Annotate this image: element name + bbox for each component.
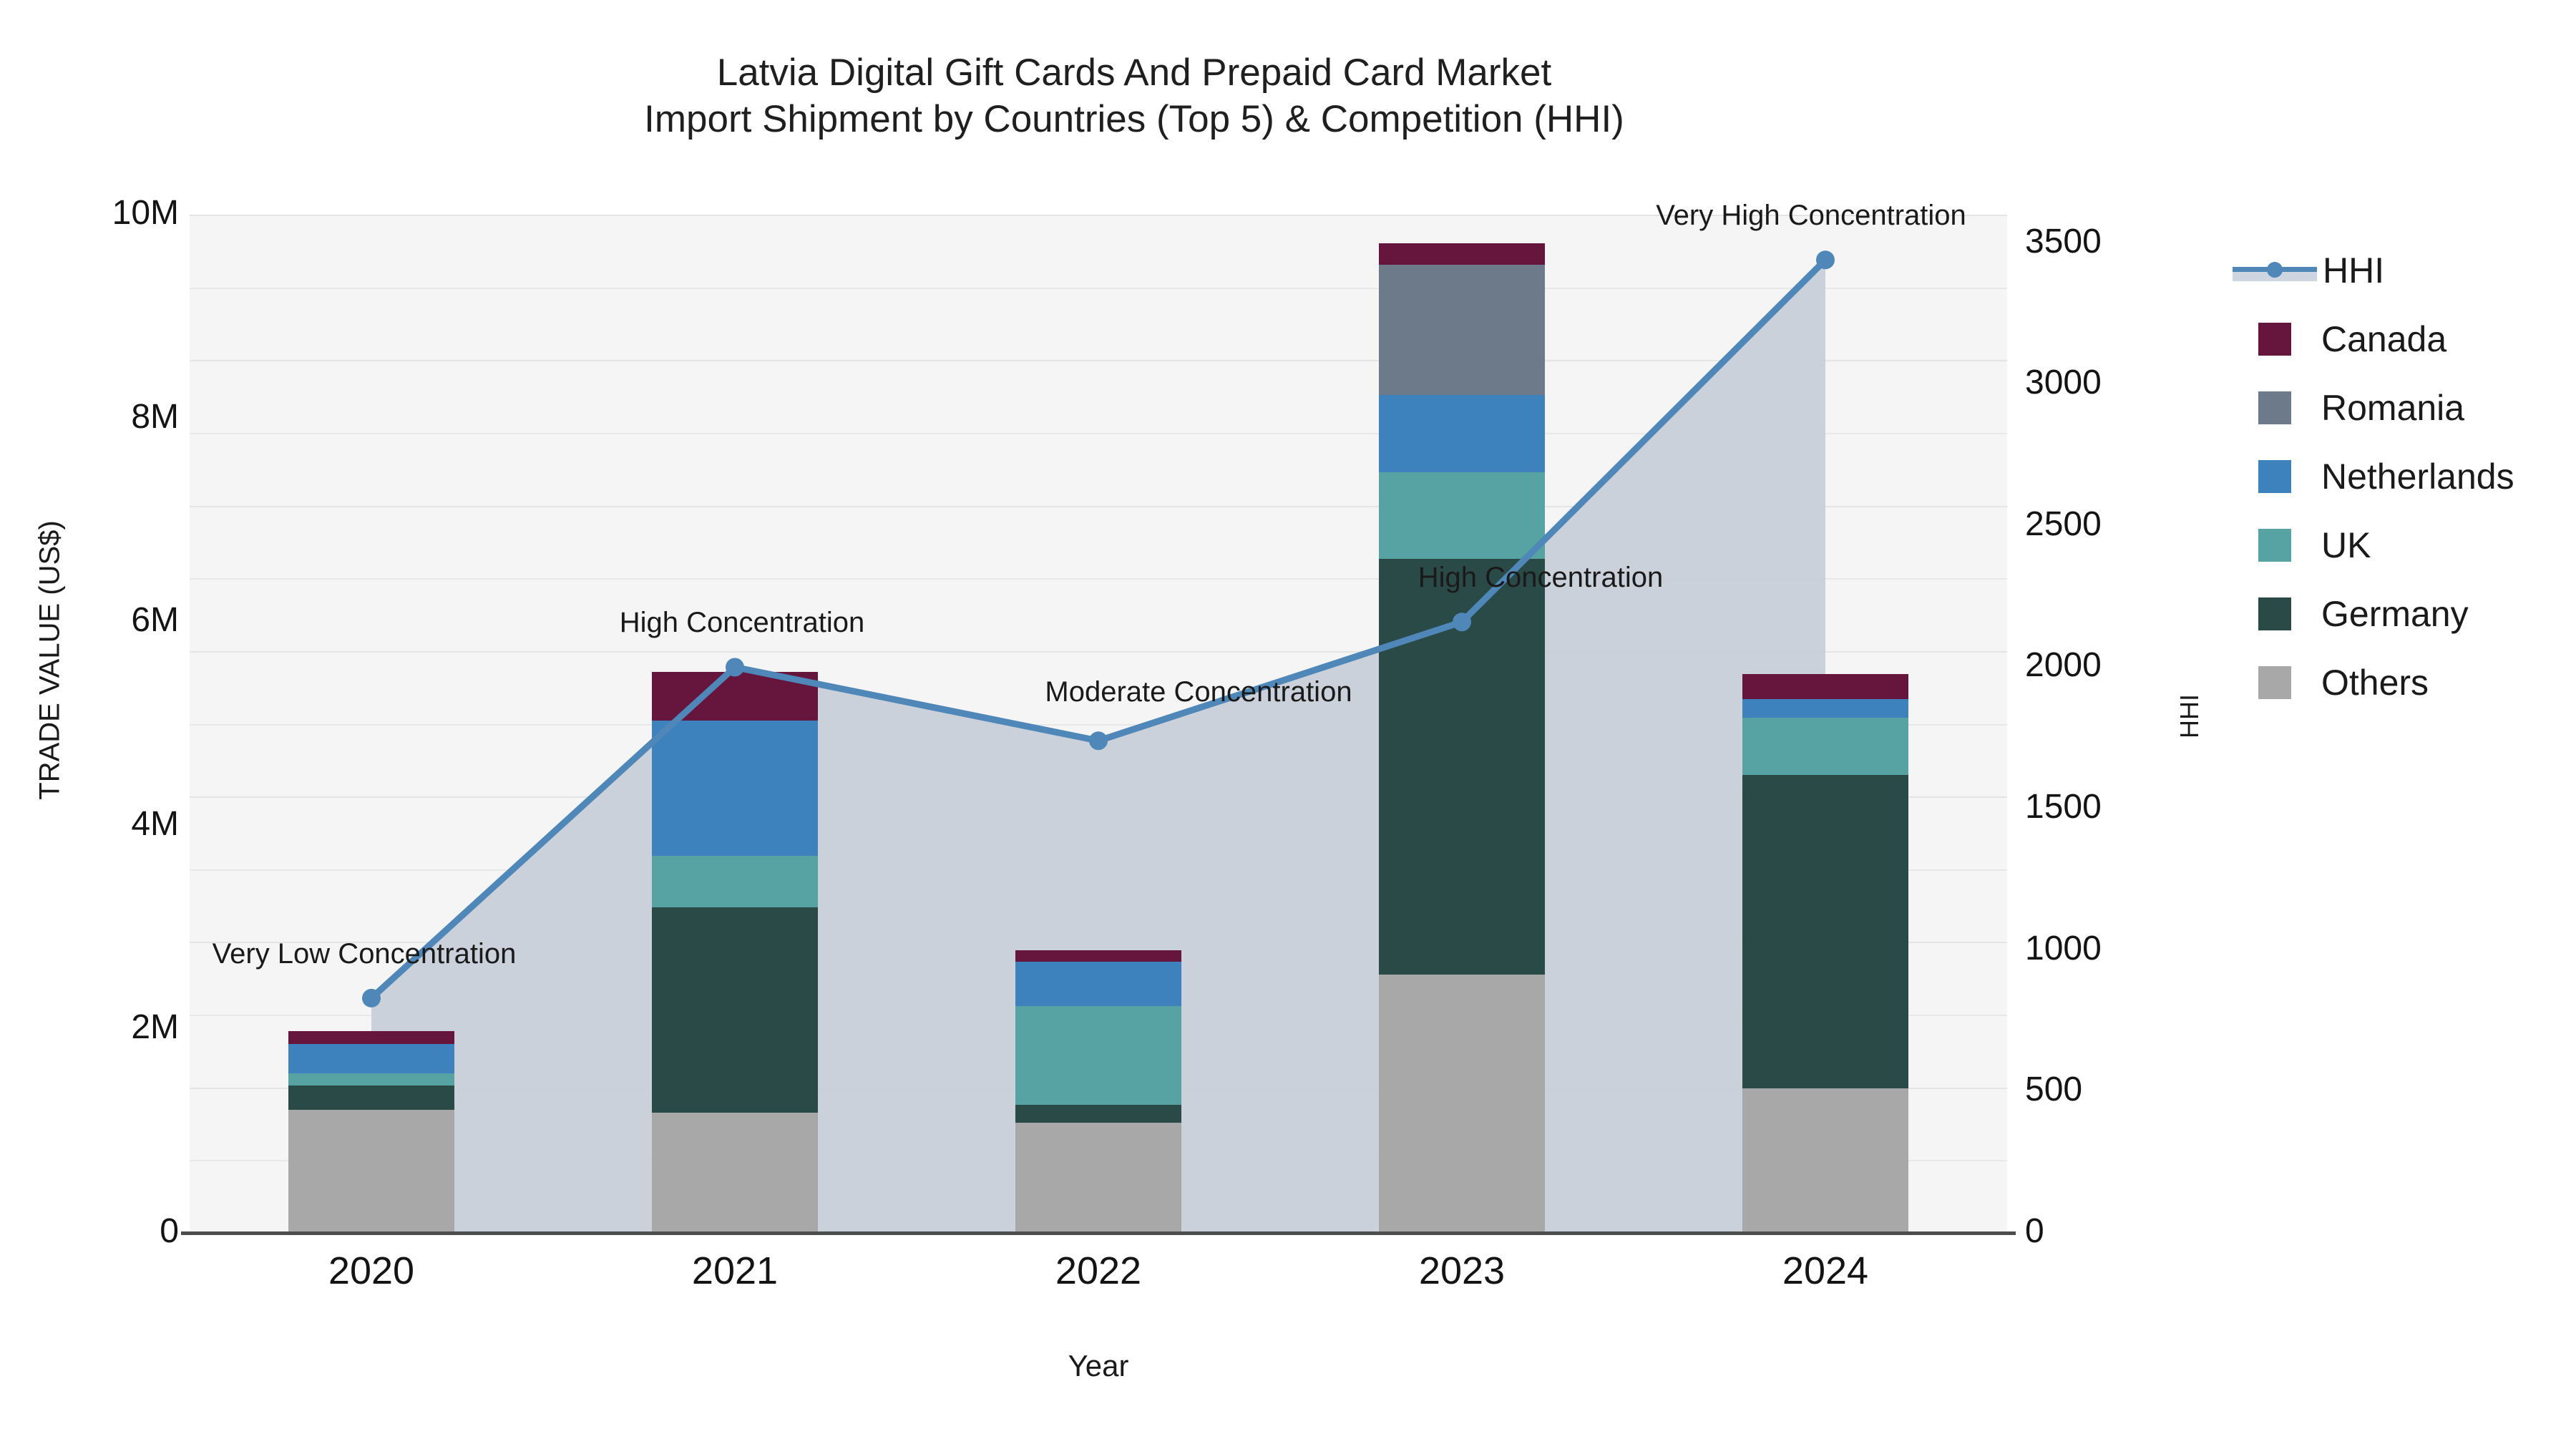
legend-swatch-icon xyxy=(2258,597,2291,630)
y-axis-right-tick: 2000 xyxy=(2025,646,2102,685)
legend-item[interactable]: Romania xyxy=(2233,374,2569,442)
bar-segment[interactable] xyxy=(1742,717,1908,775)
bar-segment[interactable] xyxy=(288,1109,454,1233)
bar-segment[interactable] xyxy=(1742,774,1908,1088)
y-axis-right-label: HHI xyxy=(2175,694,2204,738)
y-axis-right-tick: 1000 xyxy=(2025,929,2102,967)
bar-segment[interactable] xyxy=(1742,1088,1908,1233)
legend-swatch-icon xyxy=(2258,323,2291,356)
y-axis-right-tick: 3000 xyxy=(2025,364,2102,402)
legend-item-label: HHI xyxy=(2323,250,2385,291)
bar-segment[interactable] xyxy=(1742,673,1908,700)
bar-segment[interactable] xyxy=(1379,974,1545,1233)
y-axis-left-label: TRADE VALUE (US$) xyxy=(34,520,66,800)
hhi-annotation: Moderate Concentration xyxy=(1045,676,1352,708)
hhi-annotation: High Concentration xyxy=(1418,562,1664,594)
chart-title: Latvia Digital Gift Cards And Prepaid Ca… xyxy=(0,50,2268,142)
legend-item[interactable]: Others xyxy=(2233,648,2569,717)
legend-swatch-icon xyxy=(2258,460,2291,493)
y-axis-left-tick: 0 xyxy=(160,1212,179,1250)
y-axis-right-tick: 500 xyxy=(2025,1070,2083,1109)
legend-item-label: Canada xyxy=(2321,319,2447,359)
bar-segment[interactable] xyxy=(1015,1006,1181,1106)
y-axis-left-tick: 4M xyxy=(131,804,179,843)
chart-title-line-2: Import Shipment by Countries (Top 5) & C… xyxy=(644,97,1624,140)
bar-segment[interactable] xyxy=(652,671,818,721)
bar-segment[interactable] xyxy=(1379,394,1545,472)
legend-item-label: UK xyxy=(2321,525,2371,565)
x-axis-tick: 2023 xyxy=(1418,1249,1506,1292)
bar-segment[interactable] xyxy=(288,1073,454,1085)
bar-segment[interactable] xyxy=(652,721,818,857)
y-axis-right-tick: 1500 xyxy=(2025,788,2102,826)
bar-segment[interactable] xyxy=(1379,472,1545,559)
legend-item[interactable]: Canada xyxy=(2233,305,2569,374)
legend-item-label: Others xyxy=(2321,663,2429,703)
x-axis-line xyxy=(181,1231,2016,1235)
y-axis-left-tick: 2M xyxy=(131,1008,179,1047)
x-axis-label: Year xyxy=(1068,1349,1129,1382)
bar-segment[interactable] xyxy=(1015,1105,1181,1123)
legend-item[interactable]: UK xyxy=(2233,511,2569,580)
bar-segment[interactable] xyxy=(288,1031,454,1045)
y-axis-right-tick: 2500 xyxy=(2025,504,2102,543)
y-axis-right-tick: 0 xyxy=(2025,1212,2044,1250)
bar-segment[interactable] xyxy=(1015,1123,1181,1233)
chart-title-line-1: Latvia Digital Gift Cards And Prepaid Ca… xyxy=(716,52,1552,94)
x-axis-tick: 2021 xyxy=(691,1249,779,1292)
bar-segment[interactable] xyxy=(652,907,818,1113)
hhi-annotation: High Concentration xyxy=(619,607,865,639)
legend-line-icon xyxy=(2233,254,2317,287)
y-axis-left-tick: 8M xyxy=(131,397,179,436)
bar-segment[interactable] xyxy=(288,1044,454,1074)
legend-swatch-icon xyxy=(2258,529,2291,562)
bar-segment[interactable] xyxy=(1015,961,1181,1007)
gridline xyxy=(190,215,2007,216)
hhi-annotation: Very High Concentration xyxy=(1656,200,1966,232)
bar-segment[interactable] xyxy=(1015,950,1181,962)
legend-swatch-icon xyxy=(2258,391,2291,424)
y-axis-right-tick: 3500 xyxy=(2025,222,2102,260)
bar-segment[interactable] xyxy=(1742,699,1908,718)
legend-item-label: Germany xyxy=(2321,594,2469,634)
bar-segment[interactable] xyxy=(288,1085,454,1110)
y-axis-left-tick: 10M xyxy=(112,194,179,232)
legend-item[interactable]: Germany xyxy=(2233,580,2569,648)
chart-legend: HHI Canada Romania Netherlands UK Germany Othe… xyxy=(2233,236,2569,717)
legend-item-label: Netherlands xyxy=(2321,457,2514,497)
bar-segment[interactable] xyxy=(1379,558,1545,975)
y-axis-left-tick: 6M xyxy=(131,601,179,640)
bar-segment[interactable] xyxy=(1379,243,1545,265)
bar-segment[interactable] xyxy=(652,1113,818,1233)
legend-item[interactable]: Netherlands xyxy=(2233,442,2569,511)
legend-item[interactable]: HHI xyxy=(2233,236,2569,305)
legend-swatch-icon xyxy=(2258,666,2291,699)
legend-item-label: Romania xyxy=(2321,388,2465,428)
bar-segment[interactable] xyxy=(1379,264,1545,395)
bar-segment[interactable] xyxy=(652,856,818,907)
hhi-annotation: Very Low Concentration xyxy=(212,937,517,970)
x-axis-tick: 2022 xyxy=(1055,1249,1142,1292)
x-axis-tick: 2024 xyxy=(1782,1249,1869,1292)
x-axis-tick: 2020 xyxy=(328,1249,415,1292)
